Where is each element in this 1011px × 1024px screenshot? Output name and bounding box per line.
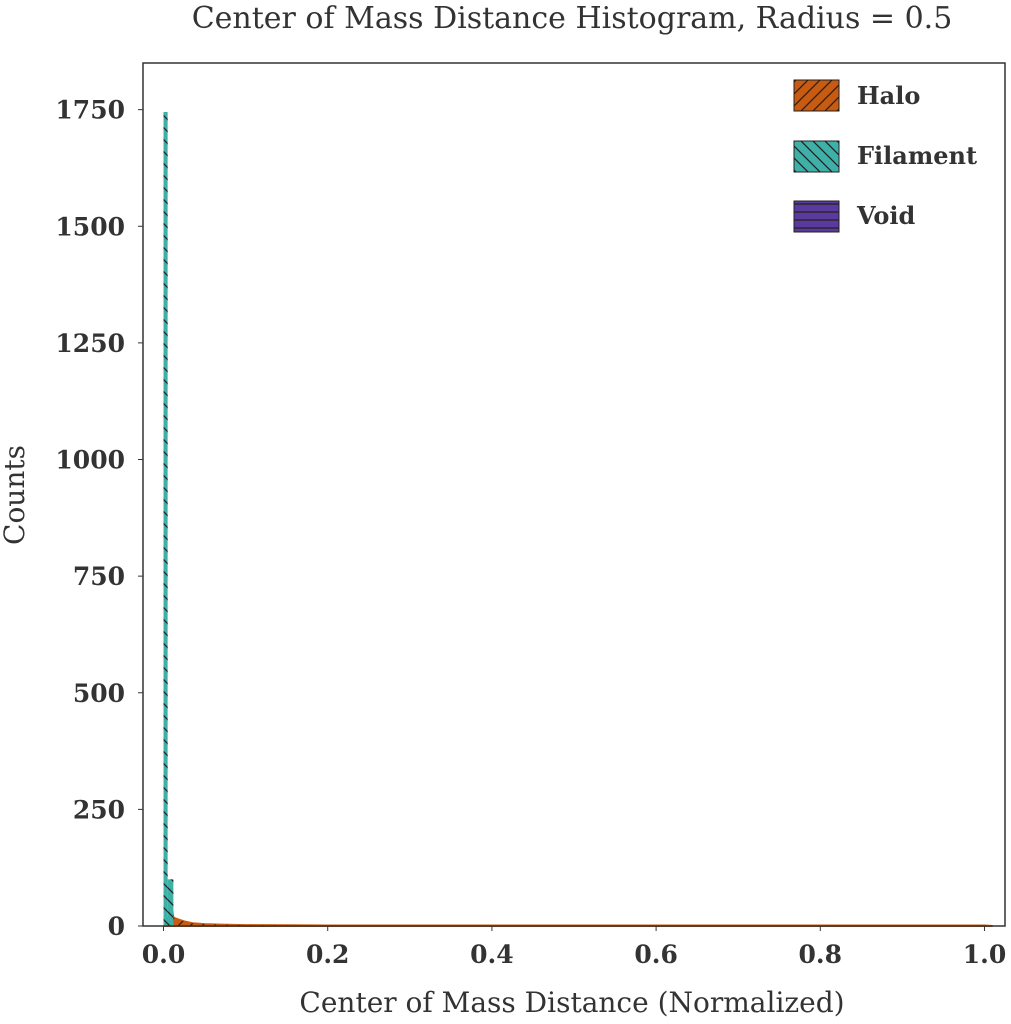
plot-area <box>163 111 993 927</box>
legend-item-filament: Filament <box>793 140 977 173</box>
legend-label-halo: Halo <box>857 81 920 110</box>
y-tick-label: 1250 <box>55 329 125 358</box>
x-tick-label: 0.2 <box>306 940 350 969</box>
x-tick-label: 0.6 <box>634 940 678 969</box>
x-axis: 0.0 0.2 0.4 0.6 0.8 1.0 <box>142 926 1006 969</box>
y-tick-label: 250 <box>73 795 125 824</box>
y-tick-label: 1000 <box>55 446 125 475</box>
y-tick-label: 0 <box>108 912 125 941</box>
y-tick-label: 750 <box>73 562 125 591</box>
legend-item-void: Void <box>793 200 916 233</box>
y-tick-label: 500 <box>73 679 125 708</box>
y-tick-label: 1500 <box>55 212 125 241</box>
x-tick-label: 0.0 <box>142 940 186 969</box>
legend-hatch-filament <box>793 140 840 173</box>
filament-bar-hatch-0 <box>163 111 168 926</box>
x-tick-label: 1.0 <box>963 940 1007 969</box>
halo-area <box>163 907 993 927</box>
plot-frame <box>142 62 1006 927</box>
legend: Halo Filament Void <box>793 79 977 233</box>
x-tick-label: 0.4 <box>470 940 514 969</box>
y-axis-label: Counts <box>0 445 31 545</box>
x-axis-label: Center of Mass Distance (Normalized) <box>299 986 844 1019</box>
legend-hatch-halo <box>793 79 840 112</box>
chart-title: Center of Mass Distance Histogram, Radiu… <box>192 1 953 36</box>
legend-item-halo: Halo <box>793 79 920 112</box>
legend-label-filament: Filament <box>857 141 977 170</box>
x-tick-label: 0.8 <box>799 940 843 969</box>
y-axis: 0 250 500 750 1000 1250 1500 1750 <box>55 96 143 941</box>
y-tick-label: 1750 <box>55 96 125 125</box>
legend-hatch-void <box>793 200 840 233</box>
legend-label-void: Void <box>856 201 916 230</box>
filament-bar-hatch-1 <box>167 879 174 926</box>
halo-area-hatch <box>163 907 993 926</box>
